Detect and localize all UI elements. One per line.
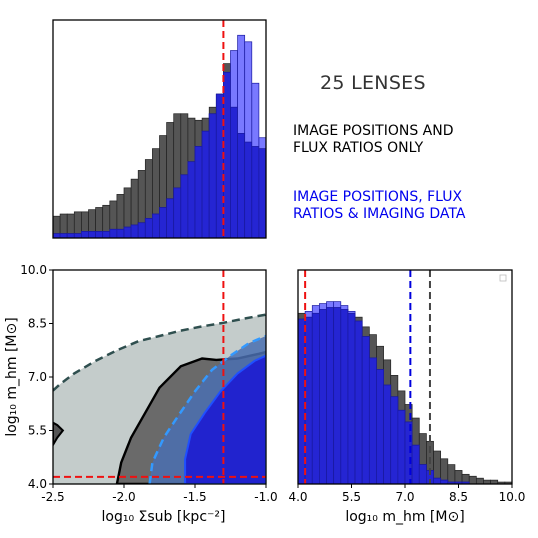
- top-hist-overlap-bar: [180, 174, 189, 239]
- right-hist-overlap-bar: [390, 396, 399, 485]
- right-hist-overlap-bar: [361, 336, 370, 485]
- top-hist-overlap-bar: [215, 93, 224, 239]
- contour-island: [53, 421, 65, 447]
- right-hist-overlap-bar: [411, 444, 420, 485]
- top-hist-overlap-bar: [137, 222, 146, 239]
- top-hist-overlap-bar: [173, 187, 182, 239]
- right-hist-overlap-bar: [376, 369, 384, 485]
- top-hist-overlap-bar: [52, 233, 61, 239]
- right-hist-overlap-bar: [297, 318, 306, 485]
- top-hist-overlap-bar: [251, 146, 260, 239]
- top-hist-overlap-bar: [109, 228, 118, 239]
- top-hist-overlap-bar: [59, 233, 68, 239]
- right-hist-overlap-bar: [397, 409, 406, 485]
- top-hist-overlap-bar: [152, 213, 160, 239]
- top-hist-overlap-bar: [88, 231, 96, 239]
- x-tick-label: -2.0: [112, 490, 135, 504]
- right-hist-overlap-bar: [383, 384, 392, 485]
- legend-blue-line-1: IMAGE POSITIONS, FLUX: [293, 189, 463, 205]
- top-hist-overlap-bar: [201, 130, 210, 239]
- top-hist-overlap-bar: [123, 226, 132, 239]
- contour-group: [53, 313, 266, 484]
- top-hist-overlap-bar: [73, 233, 82, 239]
- legend-blue-line-2: RATIOS & IMAGING DATA: [293, 206, 466, 222]
- right-hist-overlap-bar: [311, 312, 320, 485]
- top-histogram-panel: [52, 19, 267, 239]
- right-hist-overlap-bar: [347, 312, 356, 485]
- right-hist-overlap-bar: [433, 477, 442, 485]
- top-hist-overlap-bar: [194, 146, 203, 239]
- contour-blue-inner: [184, 354, 266, 484]
- top-hist-overlap-bar: [230, 106, 238, 239]
- contour-blue-outer-line: [148, 334, 266, 484]
- top-hist-overlap-bar: [166, 198, 175, 239]
- top-hist-overlap-bar: [237, 133, 246, 239]
- top-hist-overlap-bar: [130, 224, 139, 239]
- top-hist-overlap-bar: [102, 231, 111, 239]
- y-tick-label: 10.0: [20, 263, 47, 277]
- x-tick-label: -1.5: [183, 490, 206, 504]
- contour-outer-line: [53, 313, 266, 392]
- x-axis-label: log₁₀ Σsub [kpc⁻²]: [102, 509, 226, 525]
- right-hist-overlap-bar: [354, 320, 363, 485]
- right-hist-bar-black: [475, 477, 484, 485]
- top-hist-overlap-bar: [95, 231, 104, 239]
- contour-panel: -2.5 -2.0 -1.5 -1.0 4.0 5.5 7.0 8.5 10.0 log₁₀ Σs…: [4, 263, 278, 525]
- top-hist-overlap-bar: [144, 218, 153, 239]
- y-tick-label: 7.0: [28, 370, 47, 384]
- top-hist-overlap-bar: [159, 207, 167, 239]
- top-hist-overlap-bar: [258, 148, 267, 239]
- x-tick-label: -2.5: [41, 490, 64, 504]
- legend-blue-label: IMAGE POSITIONS, FLUX RATIOS & IMAGING D…: [293, 189, 533, 223]
- right-x-tick-label: 4.0: [288, 490, 307, 504]
- right-x-axis-label: log₁₀ m_hm [M⊙]: [345, 509, 464, 525]
- top-hist-overlap-bar: [187, 161, 196, 239]
- y-tick-label: 5.5: [28, 424, 47, 438]
- right-hist-bar-black: [468, 475, 477, 485]
- right-hist-overlap-bar: [304, 316, 313, 485]
- legend-black-label: IMAGE POSITIONS AND FLUX RATIOS ONLY: [293, 123, 533, 157]
- right-hist-overlap-bar: [326, 307, 335, 485]
- right-x-tick-label: 8.5: [449, 490, 468, 504]
- top-panel-frame: [52, 19, 267, 239]
- right-x-tick-label: 10.0: [499, 490, 526, 504]
- legend-black-line-2: FLUX RATIOS ONLY: [293, 140, 424, 156]
- x-tick-label: -1.0: [254, 490, 277, 504]
- right-legend-marker: [499, 274, 507, 282]
- top-hist-overlap-bar: [244, 141, 253, 239]
- y-axis-label: log₁₀ m_hm [M⊙]: [4, 317, 20, 436]
- y-tick-label: 4.0: [28, 477, 47, 491]
- lens-count-title: 25 LENSES: [320, 72, 426, 94]
- top-hist-overlap-bar: [81, 231, 89, 239]
- right-hist-overlap-bar: [340, 309, 349, 485]
- right-x-tick-label: 5.5: [342, 490, 361, 504]
- top-hist-overlap-bar: [223, 71, 231, 239]
- right-hist-bar-black: [447, 464, 456, 485]
- right-histogram-panel: 4.0 5.5 7.0 8.5 10.0 log₁₀ m_hm [M⊙]: [288, 269, 526, 525]
- legend-black-line-1: IMAGE POSITIONS AND: [293, 123, 454, 139]
- top-hist-overlap-bar: [66, 233, 75, 239]
- right-x-tick-label: 7.0: [395, 490, 414, 504]
- right-hist-overlap-bar: [368, 357, 377, 485]
- right-hist-overlap-bar: [418, 464, 427, 485]
- y-tick-label: 8.5: [28, 317, 47, 331]
- right-hist-overlap-bar: [319, 309, 327, 485]
- right-hist-overlap-bar: [333, 307, 342, 485]
- top-hist-overlap-bar: [116, 228, 125, 239]
- top-hist-overlap-bar: [208, 113, 217, 239]
